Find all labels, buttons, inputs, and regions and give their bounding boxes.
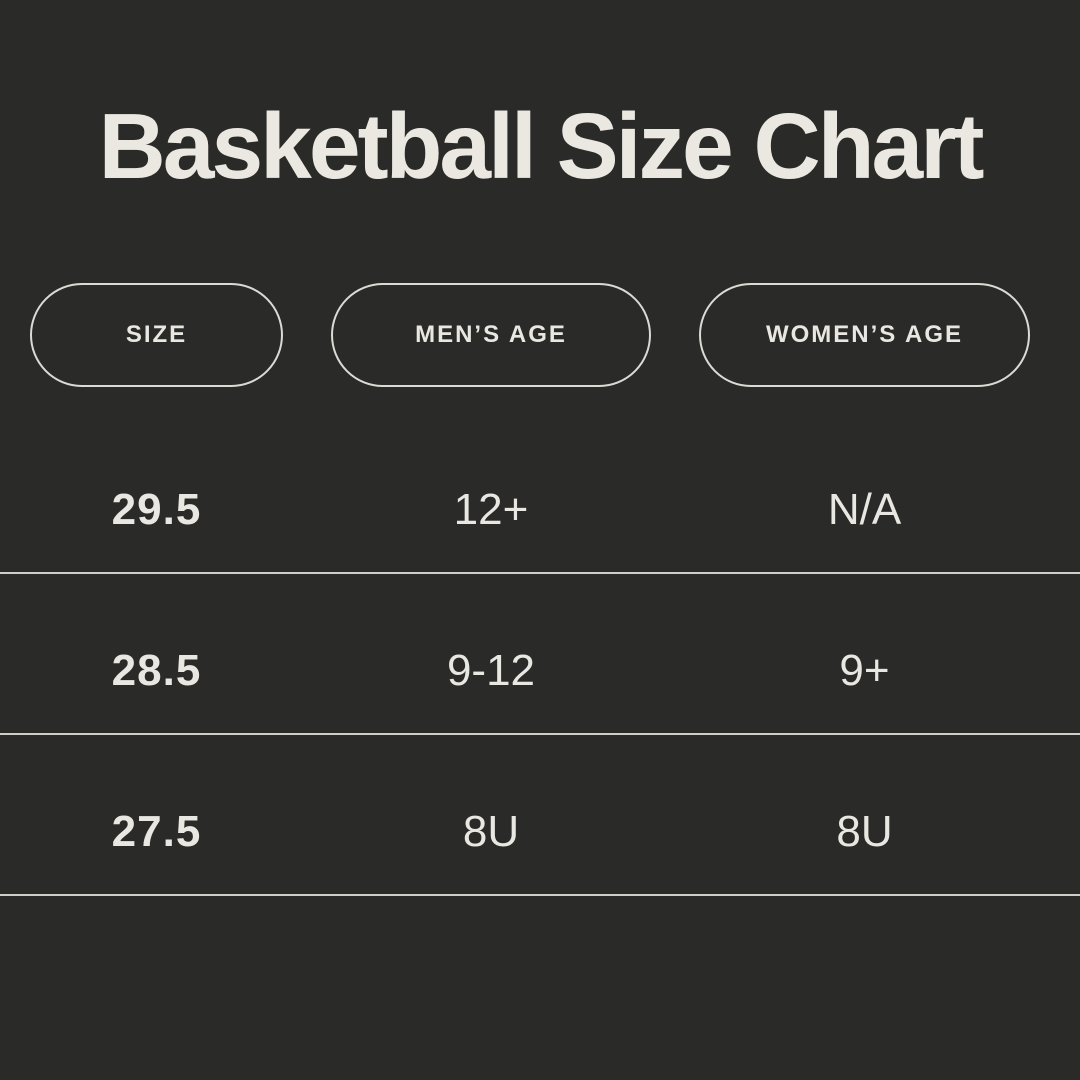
table-body: 29.5 12+ N/A 28.5 9-12 9+ 27.5 8U 8U: [0, 413, 1080, 896]
column-label-mens-age: MEN’S AGE: [415, 321, 567, 348]
table-row: 29.5 12+ N/A: [0, 413, 1080, 574]
cell-mens-age: 8U: [462, 806, 520, 856]
table-row: 28.5 9-12 9+: [0, 574, 1080, 735]
column-label-womens-age: WOMEN’S AGE: [765, 321, 964, 348]
column-pill-womens-age: WOMEN’S AGE: [699, 283, 1030, 387]
column-pill-mens-age: MEN’S AGE: [331, 283, 651, 387]
cell-size: 29.5: [111, 484, 202, 534]
cell-mens-age: 12+: [453, 484, 529, 534]
column-pill-size: SIZE: [30, 283, 283, 387]
cell-size: 28.5: [111, 645, 202, 695]
cell-womens-age: 9+: [839, 645, 890, 695]
cell-womens-age: N/A: [827, 484, 902, 534]
cell-womens-age: 8U: [836, 806, 893, 856]
table-header: SIZE MEN’S AGE WOMEN’S AGE: [0, 283, 1080, 387]
table-row: 27.5 8U 8U: [0, 735, 1080, 896]
cell-mens-age: 9-12: [446, 645, 536, 695]
page-title: Basketball Size Chart: [98, 94, 985, 198]
column-label-size: SIZE: [125, 321, 188, 348]
cell-size: 27.5: [111, 806, 202, 856]
